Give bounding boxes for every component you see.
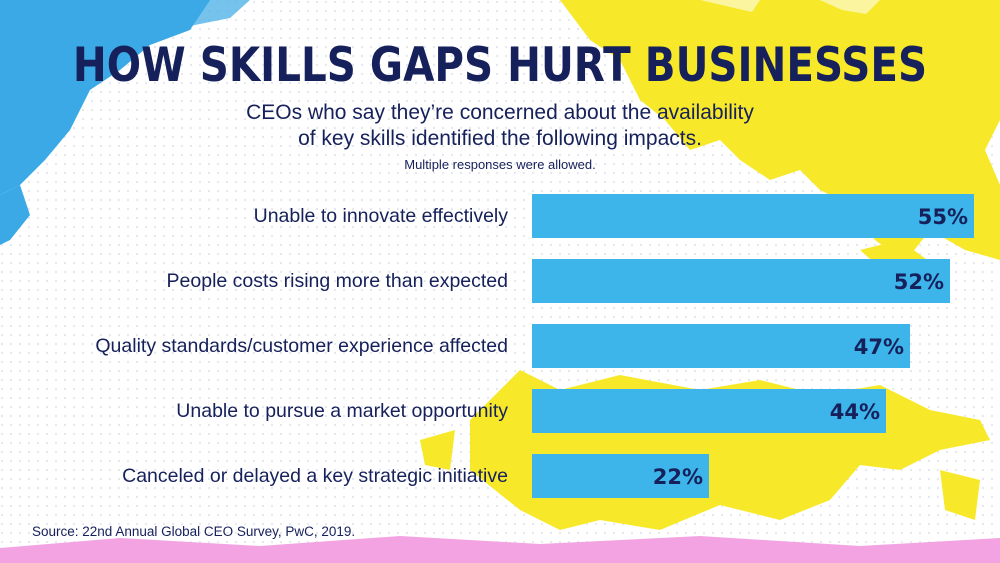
bar [532,324,910,368]
bar [532,389,886,433]
bar-value-label: 55% [917,205,968,229]
category-label: Unable to innovate effectively [253,205,508,227]
bar [532,454,709,498]
bar-value-label: 52% [893,270,944,294]
subtitle-line-1: CEOs who say they’re concerned about the… [246,101,754,124]
source-note: Source: 22nd Annual Global CEO Survey, P… [32,524,356,539]
bar-value-label: 47% [853,335,904,359]
subtitle-line-2: of key skills identified the following i… [298,127,702,150]
bar [532,259,950,303]
category-label: Quality standards/customer experience af… [95,335,508,357]
bar [532,194,974,238]
category-label: People costs rising more than expected [166,270,508,292]
bar-value-label: 22% [652,465,703,489]
category-label: Unable to pursue a market opportunity [176,400,508,422]
bar-value-label: 44% [829,400,880,424]
chart-title: HOW SKILLS GAPS HURT BUSINESSES [72,38,928,93]
chart-subtitle: CEOs who say they’re concerned about the… [0,100,1000,152]
category-label: Canceled or delayed a key strategic init… [122,465,508,487]
responses-note: Multiple responses were allowed. [404,157,596,172]
